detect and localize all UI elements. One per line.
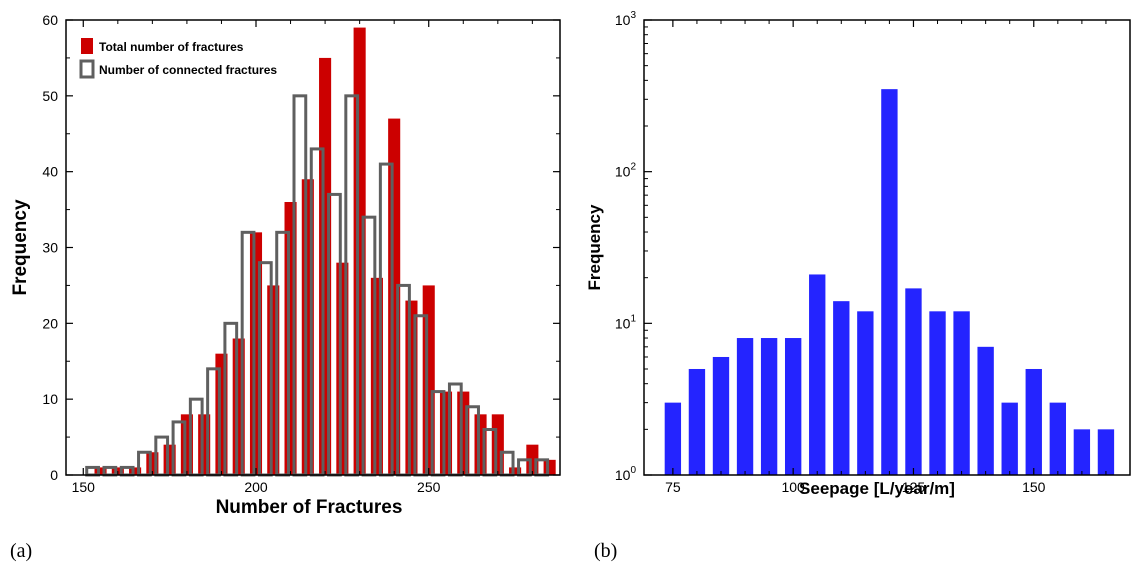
bar-seepage [833, 301, 850, 475]
legend-label-total: Total number of fractures [99, 40, 244, 54]
bar-seepage [712, 356, 730, 475]
bar-seepage [664, 402, 682, 475]
bar-seepage [857, 311, 874, 475]
x-tick-label-b: 100 [781, 479, 805, 495]
bar-seepage [1025, 368, 1042, 475]
bar-seepage [1001, 402, 1018, 475]
x-tick-label-a: 150 [72, 479, 96, 495]
y-tick-label-a: 20 [42, 315, 58, 331]
legend-swatch-total [81, 38, 93, 54]
y-tick-label-b: 102 [615, 162, 637, 180]
y-tick-label-a: 0 [50, 467, 58, 483]
x-tick-label-b: 125 [902, 479, 926, 495]
y-axis-label-a: Frequency [10, 199, 31, 296]
y-tick-label-a: 60 [42, 12, 58, 28]
bar-seepage [977, 346, 994, 475]
bar-total-fractures [94, 467, 107, 475]
y-tick-label-a: 10 [42, 391, 58, 407]
bar-seepage [1097, 429, 1115, 475]
y-tick-label-a: 30 [42, 240, 58, 256]
bar-seepage [1049, 402, 1067, 475]
y-tick-label-b: 100 [615, 465, 637, 483]
panel-b-caption: (b) [594, 540, 618, 562]
plot-frame-b [643, 19, 1131, 476]
y-tick-label-a: 50 [42, 88, 58, 104]
bar-seepage [905, 288, 922, 475]
x-axis-label-a: Number of Fractures [216, 497, 403, 518]
bar-seepage [736, 338, 754, 475]
panel-a-caption: (a) [10, 540, 33, 562]
legend-swatch-connected [79, 59, 95, 79]
x-tick-label-a: 200 [244, 479, 268, 495]
y-tick-label-b: 103 [615, 10, 637, 28]
x-axis-label-b: Seepage [L/year/m] [799, 479, 955, 498]
bar-seepage [809, 274, 826, 475]
bar-seepage [881, 89, 898, 475]
bar-seepage [688, 368, 706, 475]
legend-label-connected: Number of connected fractures [99, 63, 277, 77]
y-axis-label-b: Frequency [585, 204, 604, 291]
bar-total-fractures [129, 467, 142, 475]
y-tick-label-b: 101 [615, 313, 637, 331]
x-tick-label-a: 250 [417, 479, 441, 495]
bar-seepage [760, 338, 778, 475]
bar-total-fractures [509, 467, 522, 475]
bar-seepage [784, 338, 802, 475]
x-tick-label-b: 75 [665, 479, 681, 495]
bar-total-fractures [543, 459, 556, 475]
bar-seepage [929, 311, 946, 475]
bar-seepage [1073, 429, 1091, 475]
x-tick-label-b: 150 [1022, 479, 1046, 495]
y-tick-label-a: 40 [42, 164, 58, 180]
bar-seepage [953, 311, 970, 475]
